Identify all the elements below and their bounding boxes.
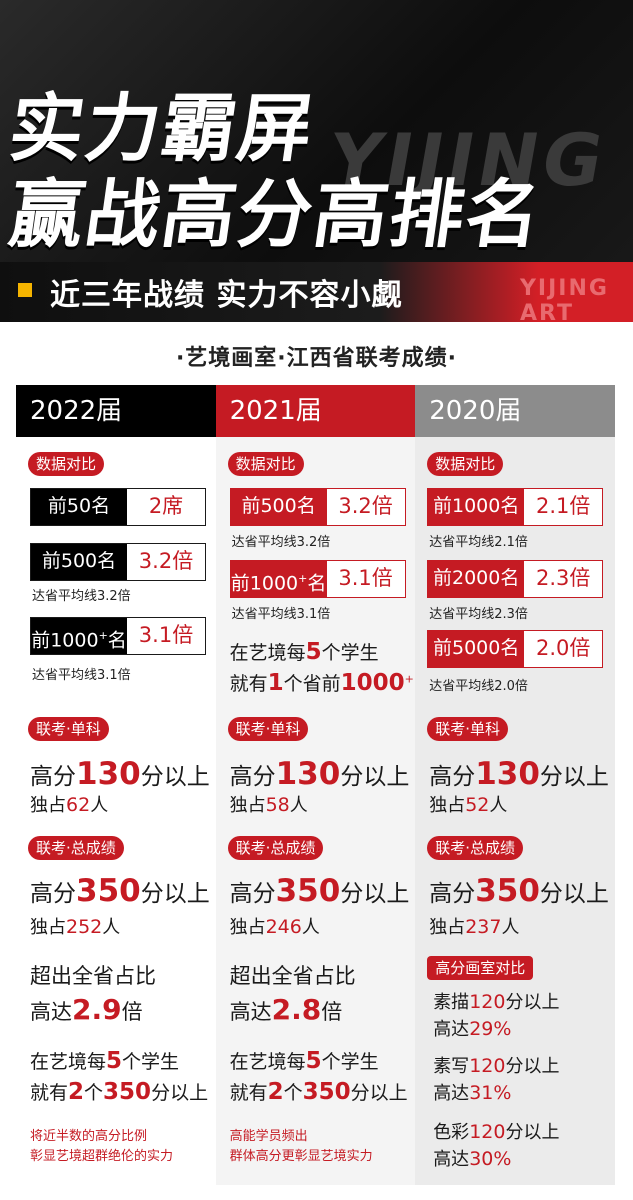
stat-label: 前2000名 [428,561,525,597]
stat-box: 前500名 3.2倍 [229,488,406,526]
total-score-line: 高分350分以上 [429,873,609,909]
subject-ratio-line: 高达29% [433,1018,512,1040]
subject-line: 色彩120分以上 [433,1121,560,1143]
subject-line: 素写120分以上 [433,1055,560,1077]
column-year-header: 2020届 [415,385,615,437]
stat-box: 前1000+名 3.1倍 [30,617,206,655]
results-columns: 2022届 数据对比 前50名 2席 前500名 3.2倍 达省平均线3.2倍 … [16,385,615,1185]
stat-note: 达省平均线3.1倍 [32,668,131,683]
stat-box: 前1000+名 3.1倍 [229,560,406,598]
ratio-line1: 超出全省占比 [229,964,356,988]
single-count-line: 独占62人 [30,794,109,816]
tag-total-score: 联考·总成绩 [28,836,124,860]
column-year-header: 2021届 [215,385,416,437]
ratio-line1: 超出全省占比 [30,964,156,988]
subject-ratio-line: 高达30% [433,1148,512,1170]
stat-value: 2.0倍 [524,631,603,667]
hero-title-line2: 赢战高分高排名 [3,172,549,258]
column-2022: 2022届 数据对比 前50名 2席 前500名 3.2倍 达省平均线3.2倍 … [16,385,216,1185]
tag-data-compare: 数据对比 [227,452,304,476]
single-score-line: 高分130分以上 [229,756,410,792]
total-score-line: 高分350分以上 [229,873,410,909]
single-score-line: 高分130分以上 [30,756,210,792]
stat-label: 前1000+名 [230,561,327,597]
tag-single-subject: 联考·单科 [28,717,109,741]
stat-label: 前1000+名 [31,618,127,654]
tag-data-compare: 数据对比 [427,452,504,476]
stat-note: 达省平均线2.3倍 [429,607,528,622]
have-line: 就有2个350分以上 [229,1079,408,1105]
stat-box: 前500名 3.2倍 [30,543,206,581]
stat-note: 达省平均线2.1倍 [429,535,528,550]
total-count-line: 独占252人 [30,916,121,938]
stat-note: 达省平均线3.2倍 [231,535,331,550]
column-year-header: 2022届 [16,385,216,437]
column-2021: 2021届 数据对比 前500名 3.2倍 达省平均线3.2倍 前1000+名 … [215,385,416,1185]
section-subtitle: ·艺境画室·江西省联考成绩· [175,346,458,371]
stat-box: 前5000名 2.0倍 [427,630,604,668]
yellow-square-icon [18,283,32,297]
stat-value: 2.1倍 [524,489,603,525]
stat-box: 前1000名 2.1倍 [427,488,604,526]
stat-label: 前50名 [31,489,127,525]
stat-value: 2席 [127,489,205,525]
total-score-line: 高分350分以上 [30,873,210,909]
tag-total-score: 联考·总成绩 [427,836,523,860]
ratio-line2: 高达2.9倍 [30,993,143,1026]
subject-ratio-line: 高达31% [433,1082,512,1104]
ratio-line2: 高达2.8倍 [229,993,343,1026]
single-score-line: 高分130分以上 [429,756,609,792]
hero-band [0,262,633,322]
stat-box: 前50名 2席 [30,488,206,526]
stat-note: 达省平均线2.0倍 [429,679,528,694]
every-line: 在艺境每5个学生 [229,639,379,665]
stat-value: 3.1倍 [127,618,205,654]
tag-studio-compare: 高分画室对比 [427,956,534,980]
column-2020: 2020届 数据对比 前1000名 2.1倍 达省平均线2.1倍 前2000名 … [415,385,615,1185]
tag-single-subject: 联考·单科 [227,717,309,741]
hero-banner: YIJING 实力霸屏 赢战高分高排名 近三年战绩 实力不容小觑 YIJING … [0,0,633,322]
stat-value: 3.1倍 [326,561,405,597]
stat-label: 前500名 [230,489,327,525]
hero-band-watermark: YIJING ART [520,276,609,322]
total-count-line: 独占246人 [229,916,320,938]
hero-title-line1: 实力霸屏 [3,86,321,172]
stat-value: 2.3倍 [524,561,603,597]
have-line: 就有1个省前1000+ [229,670,414,696]
single-count-line: 独占52人 [429,794,508,816]
stat-label: 前500名 [31,544,127,580]
footer-slogan: 将近半数的高分比例 彰显艺境超群绝伦的实力 [30,1129,174,1164]
stat-label: 前1000名 [428,489,525,525]
single-count-line: 独占58人 [229,794,308,816]
total-count-line: 独占237人 [429,916,520,938]
stat-note: 达省平均线3.2倍 [32,589,131,604]
every-line: 在艺境每5个学生 [30,1048,180,1074]
every-line: 在艺境每5个学生 [229,1048,379,1074]
tag-data-compare: 数据对比 [28,452,105,476]
subject-line: 素描120分以上 [433,991,560,1013]
stat-value: 3.2倍 [127,544,205,580]
stat-value: 3.2倍 [326,489,405,525]
stat-box: 前2000名 2.3倍 [427,560,604,598]
hero-band-text: 近三年战绩 实力不容小觑 [50,278,403,313]
stat-note: 达省平均线3.1倍 [231,607,331,622]
have-line: 就有2个350分以上 [30,1079,209,1105]
footer-slogan: 高能学员频出 群体高分更彰显艺境实力 [229,1129,373,1164]
tag-single-subject: 联考·单科 [427,717,508,741]
stat-label: 前5000名 [428,631,525,667]
tag-total-score: 联考·总成绩 [227,836,324,860]
